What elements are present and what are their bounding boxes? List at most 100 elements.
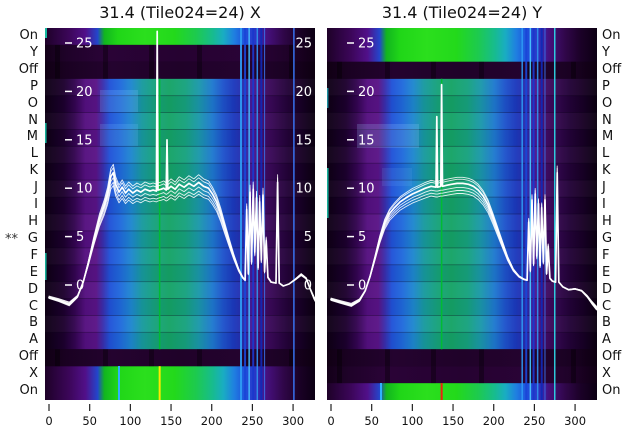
row-label-k-8: K [602, 163, 611, 179]
bandpass-curves [48, 30, 315, 307]
row-label-m-6: M [602, 129, 614, 145]
row-label-on-0: On [602, 27, 621, 43]
row-label-e-14: E [29, 264, 38, 280]
x-axis-tick-label: 300 [564, 414, 586, 428]
row-labels-left: On Y Off P O N M L K J I H G F E D C B A Off X On ** [0, 0, 42, 440]
value-tick-label-left: 10 [76, 182, 93, 197]
row-label-l-7: L [602, 146, 610, 162]
value-tick-label-left: 10 [358, 182, 375, 197]
value-tick-label-right: 25 [295, 37, 312, 52]
row-label-b-17: B [29, 315, 38, 331]
value-tick-label-left: 5 [76, 230, 84, 245]
x-axis-tick-label: 150 [160, 414, 182, 428]
spectrum-block [327, 78, 597, 350]
x-axis-tick-label: 300 [282, 414, 304, 428]
value-tick-label-left: 5 [358, 230, 366, 245]
x-axis-tick-label: 150 [442, 414, 464, 428]
x-axis-tick-label: 250 [241, 414, 263, 428]
cal-off-row [45, 349, 315, 367]
row-label-p-3: P [30, 78, 38, 94]
row-label-f-13: F [30, 247, 38, 263]
value-tick-label-right: 20 [295, 85, 312, 100]
value-tick-label-right: 15 [295, 133, 312, 148]
cal-off-row [45, 44, 315, 62]
flagged-input-marker: ** [5, 231, 18, 247]
value-tick-labels: 25 20 15 10 5 0 [347, 37, 375, 294]
row-label-off-2: Off [18, 61, 38, 77]
value-tick-label-left: 0 [76, 279, 84, 294]
row-label-i-10: I [34, 197, 38, 213]
cal-on-row-top [327, 28, 597, 62]
value-tick-label-left: 20 [76, 85, 93, 100]
row-label-g-12: G [27, 230, 38, 246]
row-label-h-11: H [28, 213, 38, 229]
value-tick-label-left: 25 [76, 37, 93, 52]
row-label-c-16: C [28, 298, 38, 314]
row-label-g-12: G [602, 230, 613, 246]
row-label-o-4: O [27, 95, 38, 111]
cal-on-row-top [45, 28, 315, 45]
row-label-off-19: Off [18, 349, 38, 365]
row-label-x-20: X [29, 366, 38, 382]
row-label-m-6: M [26, 129, 38, 145]
bandpass-curves [330, 83, 597, 311]
value-tick-label-left: 20 [358, 85, 375, 100]
cal-off-row [327, 349, 597, 367]
value-tick-label-left: 15 [358, 133, 375, 148]
row-label-f-13: F [602, 247, 610, 263]
row-label-l-7: L [30, 146, 38, 162]
row-label-i-10: I [602, 197, 606, 213]
row-label-y-1: Y [602, 44, 610, 60]
x-axis-tick-label: 250 [523, 414, 545, 428]
row-label-p-3: P [602, 78, 610, 94]
x-axis-tick-label: 50 [82, 414, 97, 428]
row-labels-right: On Y Off P O N M L K J I H G F E D C B A Off X On [597, 0, 640, 440]
value-tick-label-left: 25 [358, 37, 375, 52]
rfi-lines [327, 28, 556, 400]
left-panel-title: 31.4 (Tile024=24) X [99, 3, 261, 22]
row-label-x-20: X [602, 366, 611, 382]
x-axis: 0 50 100 150 200 250 300 [45, 400, 315, 430]
x-axis-tick-label: 100 [119, 414, 141, 428]
cal-off-row [45, 61, 315, 79]
cal-on-row-bottom [45, 366, 315, 400]
row-label-c-16: C [602, 298, 612, 314]
x-axis-tick-label: 200 [201, 414, 223, 428]
row-label-y-1: Y [30, 44, 38, 60]
row-label-on-21: On [602, 383, 621, 399]
cal-off-row [327, 61, 597, 79]
value-tick-label-left: 0 [358, 279, 366, 294]
row-label-o-4: O [602, 95, 613, 111]
row-label-off-19: Off [602, 349, 622, 365]
row-label-d-15: D [602, 281, 613, 297]
row-label-off-2: Off [602, 61, 622, 77]
x-axis-tick-label: 200 [483, 414, 505, 428]
row-label-k-8: K [29, 163, 38, 179]
spectrum-block [45, 78, 315, 350]
x-axis-tick-label: 0 [45, 414, 52, 428]
row-label-b-17: B [602, 315, 611, 331]
value-tick-label-right: 5 [304, 230, 312, 245]
x-axis-tick-label: 100 [401, 414, 423, 428]
x-axis-tick-label: 0 [327, 414, 334, 428]
value-tick-label-right: 0 [304, 279, 312, 294]
row-label-n-5: N [28, 112, 38, 128]
x-axis: 0 50 100 150 200 250 300 [327, 400, 597, 430]
row-label-h-11: H [602, 213, 612, 229]
row-label-a-18: A [29, 332, 38, 348]
value-tick-labels: 25 25 20 20 15 15 10 10 5 5 0 0 [65, 37, 312, 294]
cal-on-row-bottom [327, 383, 597, 400]
row-label-d-15: D [27, 281, 38, 297]
right-panel-title: 31.4 (Tile024=24) Y [381, 3, 543, 22]
row-label-j-9: J [34, 180, 38, 196]
row-label-on-0: On [19, 27, 38, 43]
value-tick-label-right: 10 [295, 182, 312, 197]
row-label-n-5: N [602, 112, 612, 128]
row-label-on-21: On [19, 383, 38, 399]
cal-off-row [327, 366, 597, 384]
x-axis-tick-label: 50 [364, 414, 379, 428]
row-label-j-9: J [602, 180, 606, 196]
